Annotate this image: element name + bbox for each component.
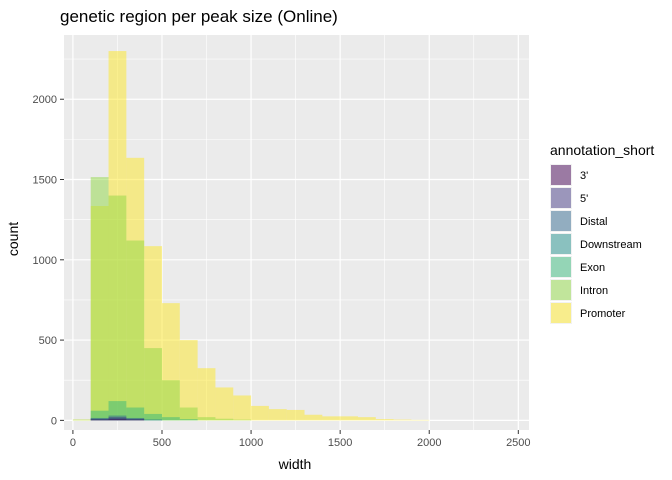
histogram-bar: [144, 413, 162, 421]
histogram-bar: [179, 419, 198, 421]
y-tick-label: 2000: [33, 94, 57, 106]
histogram-bar: [90, 419, 109, 421]
histogram-bar: [340, 416, 358, 421]
histogram-bar: [90, 410, 109, 421]
legend-label: Distal: [580, 216, 608, 228]
x-tick-label: 500: [153, 437, 171, 449]
histogram-bar: [233, 419, 252, 421]
histogram-bar: [357, 417, 376, 421]
histogram-bar: [268, 409, 287, 421]
x-axis-title: width: [278, 456, 312, 472]
histogram-bar: [161, 417, 180, 421]
y-axis-ticks: 0 500 1000 1500 2000: [33, 94, 64, 427]
x-axis-ticks: 0 500 1000 1500 2000 2500: [70, 430, 531, 449]
legend-key-swatch: [551, 280, 571, 300]
chart-title: genetic region per peak size (Online): [60, 7, 338, 26]
histogram-bar: [179, 340, 198, 421]
legend-title: annotation_short: [550, 142, 654, 158]
histogram-bar: [286, 409, 305, 421]
histogram-bar: [90, 418, 109, 421]
histogram-bar: [90, 177, 109, 421]
histogram-bar: [126, 419, 145, 421]
y-tick-label: 0: [51, 415, 57, 427]
histogram-bars: [72, 51, 430, 421]
legend: annotation_short 3' 5' Distal Downstream Exo…: [550, 142, 654, 324]
legend-key-swatch: [551, 303, 571, 323]
histogram-bar: [411, 419, 430, 421]
legend-key-swatch: [551, 165, 571, 185]
legend-key-swatch: [551, 257, 571, 277]
histogram-bar: [322, 416, 341, 421]
histogram-bar: [108, 418, 127, 421]
histogram-bar: [375, 419, 394, 421]
legend-label: Exon: [580, 262, 605, 274]
x-tick-label: 2500: [506, 437, 530, 449]
series-3-: [90, 418, 145, 421]
histogram-bar: [233, 395, 252, 421]
histogram-bar: [179, 407, 198, 421]
legend-label: Downstream: [580, 239, 642, 251]
x-tick-label: 1000: [239, 437, 263, 449]
legend-key-swatch: [551, 234, 571, 254]
histogram-bar: [144, 419, 162, 421]
histogram-bar: [215, 387, 234, 421]
y-axis-title: count: [5, 222, 21, 256]
legend-label: 3': [580, 170, 588, 182]
histogram-bar: [197, 417, 216, 421]
x-tick-label: 2000: [417, 437, 441, 449]
y-tick-label: 1500: [33, 175, 57, 187]
legend-label: Promoter: [580, 308, 626, 320]
histogram-bar: [304, 414, 323, 421]
histogram-bar: [126, 407, 145, 421]
histogram-bar: [144, 348, 162, 421]
legend-key-swatch: [551, 188, 571, 208]
legend-label: 5': [580, 193, 588, 205]
histogram-bar: [108, 195, 127, 421]
y-tick-label: 1000: [33, 255, 57, 267]
series-intron: [72, 177, 252, 421]
x-tick-label: 0: [70, 437, 76, 449]
histogram-bar: [72, 419, 91, 421]
histogram-bar: [126, 240, 145, 421]
histogram-bar: [215, 418, 234, 421]
legend-key-swatch: [551, 211, 571, 231]
histogram-bar: [126, 418, 145, 421]
y-tick-label: 500: [39, 335, 57, 347]
histogram-bar: [251, 405, 269, 421]
histogram-bar: [393, 419, 412, 421]
x-tick-label: 1500: [328, 437, 352, 449]
legend-label: Intron: [580, 285, 608, 297]
histogram-bar: [161, 380, 180, 421]
histogram-bar: [197, 368, 216, 421]
